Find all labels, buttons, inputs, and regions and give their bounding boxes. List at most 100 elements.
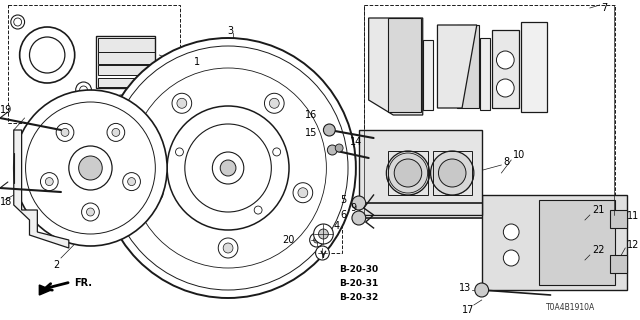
- Circle shape: [148, 188, 158, 198]
- Text: 14: 14: [350, 137, 362, 147]
- Bar: [364, 5, 616, 215]
- Text: 3: 3: [227, 26, 233, 36]
- Text: 1: 1: [194, 57, 200, 67]
- Bar: [609, 210, 627, 228]
- Text: T0A4B1910A: T0A4B1910A: [546, 303, 595, 312]
- Bar: [305, 215, 342, 253]
- Text: 9: 9: [350, 203, 356, 213]
- Bar: [423, 40, 433, 110]
- Circle shape: [503, 224, 519, 240]
- Bar: [99, 38, 156, 52]
- Text: 21: 21: [592, 205, 604, 215]
- Circle shape: [86, 208, 94, 216]
- Circle shape: [130, 68, 326, 268]
- Text: 4: 4: [333, 221, 339, 231]
- Circle shape: [20, 27, 75, 83]
- Circle shape: [475, 283, 488, 297]
- Circle shape: [45, 178, 53, 186]
- Circle shape: [335, 144, 343, 152]
- Circle shape: [310, 233, 323, 247]
- Text: B-20-30: B-20-30: [339, 265, 378, 274]
- Bar: [99, 78, 156, 87]
- Circle shape: [323, 124, 335, 136]
- Circle shape: [497, 51, 514, 69]
- Bar: [609, 255, 627, 273]
- Text: 8: 8: [503, 157, 509, 167]
- Circle shape: [127, 178, 136, 186]
- Polygon shape: [492, 30, 519, 108]
- Text: 12: 12: [627, 240, 639, 250]
- Bar: [388, 151, 428, 195]
- Circle shape: [143, 183, 163, 203]
- Circle shape: [497, 79, 514, 97]
- Polygon shape: [39, 285, 51, 295]
- Circle shape: [56, 124, 74, 141]
- Circle shape: [328, 145, 337, 155]
- Circle shape: [61, 128, 69, 136]
- Circle shape: [112, 128, 120, 136]
- Text: 19: 19: [0, 105, 12, 115]
- Polygon shape: [14, 130, 69, 248]
- Circle shape: [123, 172, 140, 191]
- Polygon shape: [388, 18, 420, 112]
- Bar: [433, 151, 472, 195]
- Circle shape: [293, 183, 313, 203]
- Bar: [99, 65, 156, 75]
- Text: 7: 7: [602, 3, 608, 13]
- Circle shape: [503, 250, 519, 266]
- Circle shape: [167, 106, 289, 230]
- Circle shape: [26, 102, 156, 234]
- Circle shape: [352, 196, 365, 210]
- Text: B-20-32: B-20-32: [339, 293, 378, 302]
- Circle shape: [298, 188, 308, 198]
- Bar: [482, 195, 627, 290]
- Circle shape: [254, 206, 262, 214]
- Circle shape: [314, 224, 333, 244]
- Text: 10: 10: [513, 150, 525, 160]
- Circle shape: [108, 46, 348, 290]
- Circle shape: [273, 148, 280, 156]
- Text: 6: 6: [340, 210, 346, 220]
- Circle shape: [212, 152, 244, 184]
- Bar: [8, 5, 180, 123]
- Circle shape: [394, 159, 422, 187]
- Circle shape: [319, 229, 328, 239]
- Circle shape: [175, 148, 184, 156]
- Polygon shape: [521, 22, 547, 112]
- Circle shape: [69, 146, 112, 190]
- Circle shape: [438, 159, 466, 187]
- Text: FR.: FR.: [74, 278, 92, 288]
- Text: 16: 16: [305, 110, 317, 120]
- Circle shape: [352, 211, 365, 225]
- Text: 22: 22: [592, 245, 604, 255]
- Circle shape: [81, 203, 99, 221]
- Circle shape: [218, 238, 238, 258]
- Text: 15: 15: [305, 128, 317, 138]
- Circle shape: [40, 172, 58, 191]
- Polygon shape: [359, 130, 482, 215]
- Circle shape: [107, 124, 125, 141]
- Circle shape: [14, 18, 22, 26]
- Circle shape: [100, 38, 356, 298]
- Circle shape: [223, 243, 233, 253]
- Circle shape: [316, 246, 330, 260]
- Text: 17: 17: [462, 305, 474, 315]
- Bar: [99, 52, 156, 64]
- Polygon shape: [369, 18, 423, 115]
- Circle shape: [314, 237, 319, 243]
- Circle shape: [11, 15, 24, 29]
- Bar: [480, 38, 490, 110]
- Circle shape: [264, 93, 284, 113]
- Circle shape: [79, 156, 102, 180]
- Circle shape: [14, 90, 167, 246]
- Circle shape: [431, 151, 474, 195]
- Circle shape: [29, 37, 65, 73]
- Circle shape: [177, 98, 187, 108]
- Text: B-20-31: B-20-31: [339, 279, 378, 288]
- Text: 11: 11: [627, 211, 639, 221]
- Bar: [457, 25, 479, 108]
- Circle shape: [172, 93, 191, 113]
- Circle shape: [185, 124, 271, 212]
- Circle shape: [387, 151, 429, 195]
- Circle shape: [220, 160, 236, 176]
